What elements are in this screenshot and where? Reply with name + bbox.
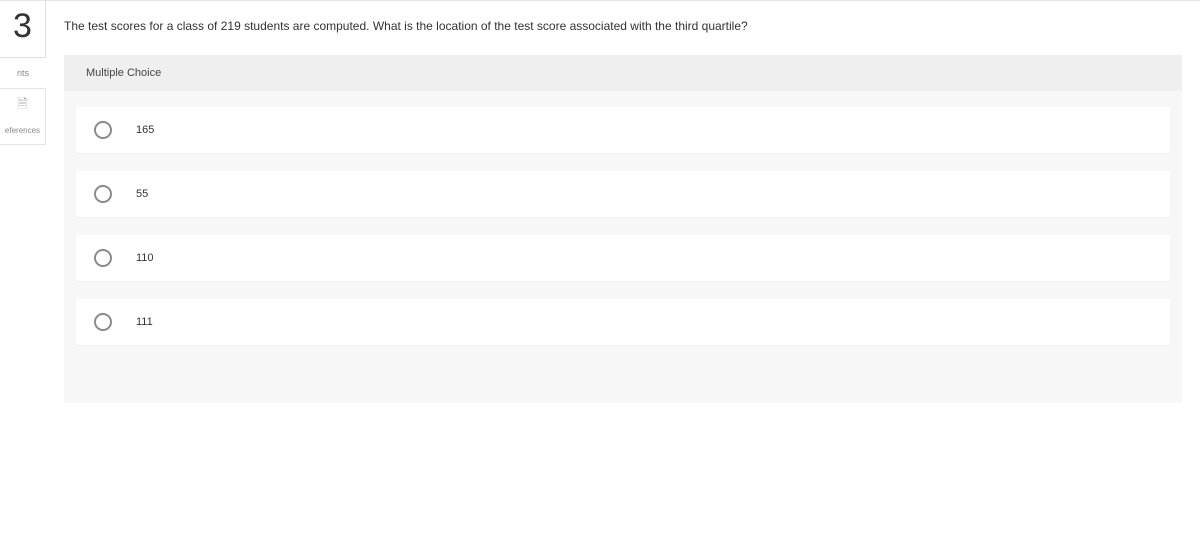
main-content: The test scores for a class of 219 stude… (46, 1, 1200, 548)
option-row[interactable]: 55 (76, 171, 1170, 217)
question-text: The test scores for a class of 219 stude… (64, 1, 1200, 55)
multiple-choice-header: Multiple Choice (64, 55, 1182, 91)
question-number-box[interactable]: 3 (0, 1, 46, 58)
options-list: 165 55 110 111 (64, 91, 1182, 345)
page-root: 3 nts 🗎 eferences The test scores for a … (0, 0, 1200, 548)
radio-icon[interactable] (94, 249, 112, 267)
sidebar-item-hints[interactable]: nts (0, 58, 46, 88)
references-label: eferences (5, 126, 40, 135)
radio-icon[interactable] (94, 121, 112, 139)
question-number: 3 (13, 7, 32, 45)
option-row[interactable]: 165 (76, 107, 1170, 153)
option-label: 55 (136, 188, 148, 200)
radio-icon[interactable] (94, 185, 112, 203)
option-label: 165 (136, 124, 154, 136)
option-label: 111 (136, 316, 153, 328)
answer-area: Multiple Choice 165 55 110 111 (64, 55, 1182, 403)
option-row[interactable]: 111 (76, 299, 1170, 345)
document-icon: 🗎 (2, 95, 43, 117)
sidebar-item-references[interactable]: 🗎 eferences (0, 88, 46, 145)
option-row[interactable]: 110 (76, 235, 1170, 281)
option-label: 110 (136, 252, 154, 264)
sidebar: 3 nts 🗎 eferences (0, 1, 46, 548)
radio-icon[interactable] (94, 313, 112, 331)
hints-label: nts (17, 68, 29, 78)
